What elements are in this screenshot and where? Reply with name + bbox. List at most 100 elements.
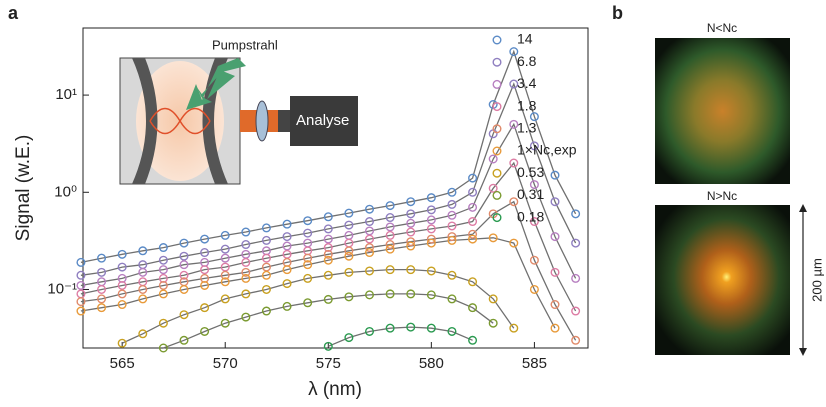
data-point <box>282 241 292 251</box>
legend-marker <box>492 190 502 200</box>
data-point <box>76 297 86 307</box>
data-point <box>468 217 478 227</box>
legend-marker <box>492 35 502 45</box>
data-point <box>179 238 189 248</box>
data-point <box>241 312 251 322</box>
data-point <box>426 323 436 333</box>
data-point <box>261 284 271 294</box>
data-point <box>406 218 416 228</box>
pump-arrow <box>186 58 246 110</box>
data-point <box>323 341 333 351</box>
legend-marker <box>492 79 502 89</box>
data-point <box>76 280 86 290</box>
data-point <box>447 232 457 242</box>
data-point <box>97 284 107 294</box>
data-point <box>97 253 107 263</box>
data-point <box>447 270 457 280</box>
data-point <box>509 238 519 248</box>
data-point <box>426 224 436 234</box>
plot-layer: 565 570 575 580 585 10⁻¹ 10⁰ 10¹ <box>47 47 581 372</box>
mirror <box>132 58 158 184</box>
legend-marker <box>492 168 502 178</box>
data-point <box>220 318 230 328</box>
data-point <box>406 322 416 332</box>
image <box>655 38 790 184</box>
data-point <box>117 289 127 299</box>
data-point <box>550 267 560 277</box>
data-point <box>179 270 189 280</box>
data-point <box>488 183 498 193</box>
data-point <box>529 255 539 265</box>
data-point <box>303 228 313 238</box>
data-point <box>261 223 271 233</box>
data-point <box>550 197 560 207</box>
data-point <box>117 262 127 272</box>
data-point <box>468 303 478 313</box>
data-point <box>426 193 436 203</box>
arrow-head <box>799 204 807 212</box>
data-point <box>138 294 148 304</box>
data-point <box>261 253 271 263</box>
data-point <box>282 279 292 289</box>
data-point <box>344 333 354 343</box>
fit-line <box>80 237 556 329</box>
data-point <box>220 294 230 304</box>
data-point <box>468 234 478 244</box>
data-point <box>550 300 560 310</box>
data-point <box>468 335 478 345</box>
data-point <box>550 232 560 242</box>
data-point <box>426 266 436 276</box>
data-point <box>468 277 478 287</box>
pump-arrow <box>196 70 235 104</box>
x-tick-label: 570 <box>213 355 238 372</box>
data-point <box>303 216 313 226</box>
fit-line <box>80 161 577 312</box>
data-point <box>571 335 581 345</box>
data-point <box>344 220 354 230</box>
data-point <box>220 244 230 254</box>
data-point <box>97 294 107 304</box>
data-point <box>241 227 251 237</box>
inset-label: Pumpstrahl <box>212 37 278 52</box>
plot-frame <box>82 27 589 349</box>
data-point <box>179 335 189 345</box>
data-point <box>406 241 416 251</box>
data-point <box>426 234 436 244</box>
data-point <box>261 270 271 280</box>
data-point <box>241 273 251 283</box>
data-point <box>365 204 375 214</box>
data-point <box>529 217 539 227</box>
data-point <box>406 265 416 275</box>
data-point <box>220 253 230 263</box>
data-point <box>323 294 333 304</box>
data-point <box>365 234 375 244</box>
data-point <box>179 284 189 294</box>
data-point <box>385 240 395 250</box>
camera-nose <box>278 110 292 132</box>
data-point <box>344 246 354 256</box>
data-point <box>138 246 148 256</box>
data-point <box>447 199 457 209</box>
data-point <box>509 119 519 129</box>
panel-label: b <box>612 3 623 23</box>
mirror <box>202 58 228 184</box>
data-point <box>282 232 292 242</box>
data-point <box>117 300 127 310</box>
data-point <box>344 251 354 261</box>
data-point <box>179 310 189 320</box>
lens <box>255 100 269 142</box>
data-point <box>158 265 168 275</box>
data-point <box>385 201 395 211</box>
data-point <box>200 303 210 313</box>
data-point <box>447 187 457 197</box>
data-point <box>261 306 271 316</box>
legend-label: 1×Nc,exp <box>517 142 577 158</box>
data-point <box>282 219 292 229</box>
data-point <box>550 170 560 180</box>
data-point <box>426 238 436 248</box>
legend-marker <box>492 102 502 112</box>
data-point <box>385 244 395 254</box>
data-point <box>365 217 375 227</box>
data-point <box>158 280 168 290</box>
data-point <box>179 251 189 261</box>
